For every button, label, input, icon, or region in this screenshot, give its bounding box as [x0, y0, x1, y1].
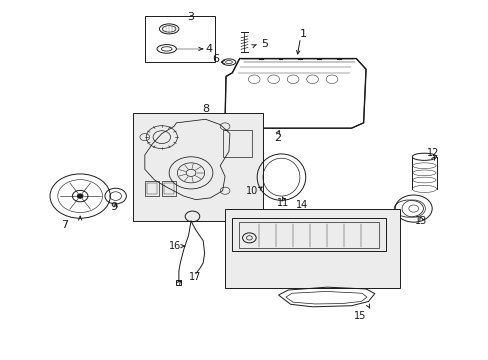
- Bar: [232, 217, 385, 251]
- Circle shape: [77, 194, 83, 198]
- Text: 1: 1: [299, 29, 305, 39]
- Text: 5: 5: [261, 39, 267, 49]
- Text: 16: 16: [169, 241, 181, 251]
- Bar: [176, 280, 181, 285]
- Text: 14: 14: [295, 200, 307, 210]
- Bar: [224, 209, 399, 288]
- Bar: [147, 183, 157, 194]
- Text: 8: 8: [202, 104, 209, 113]
- Text: 17: 17: [188, 272, 201, 282]
- Bar: [164, 183, 174, 194]
- Text: 3: 3: [187, 13, 194, 22]
- Text: 6: 6: [211, 54, 218, 64]
- Text: 4: 4: [204, 44, 212, 54]
- Bar: [144, 181, 159, 196]
- Bar: [144, 16, 215, 62]
- Text: 12: 12: [426, 148, 438, 158]
- Bar: [222, 130, 251, 157]
- Text: 13: 13: [414, 216, 426, 226]
- Text: 2: 2: [273, 133, 281, 143]
- Bar: [132, 113, 263, 221]
- Bar: [238, 222, 378, 248]
- Text: 9: 9: [110, 202, 118, 212]
- Bar: [162, 181, 176, 196]
- Text: 15: 15: [353, 311, 366, 321]
- Text: 7: 7: [61, 220, 68, 230]
- Text: 10: 10: [245, 186, 258, 196]
- Text: 11: 11: [277, 198, 289, 208]
